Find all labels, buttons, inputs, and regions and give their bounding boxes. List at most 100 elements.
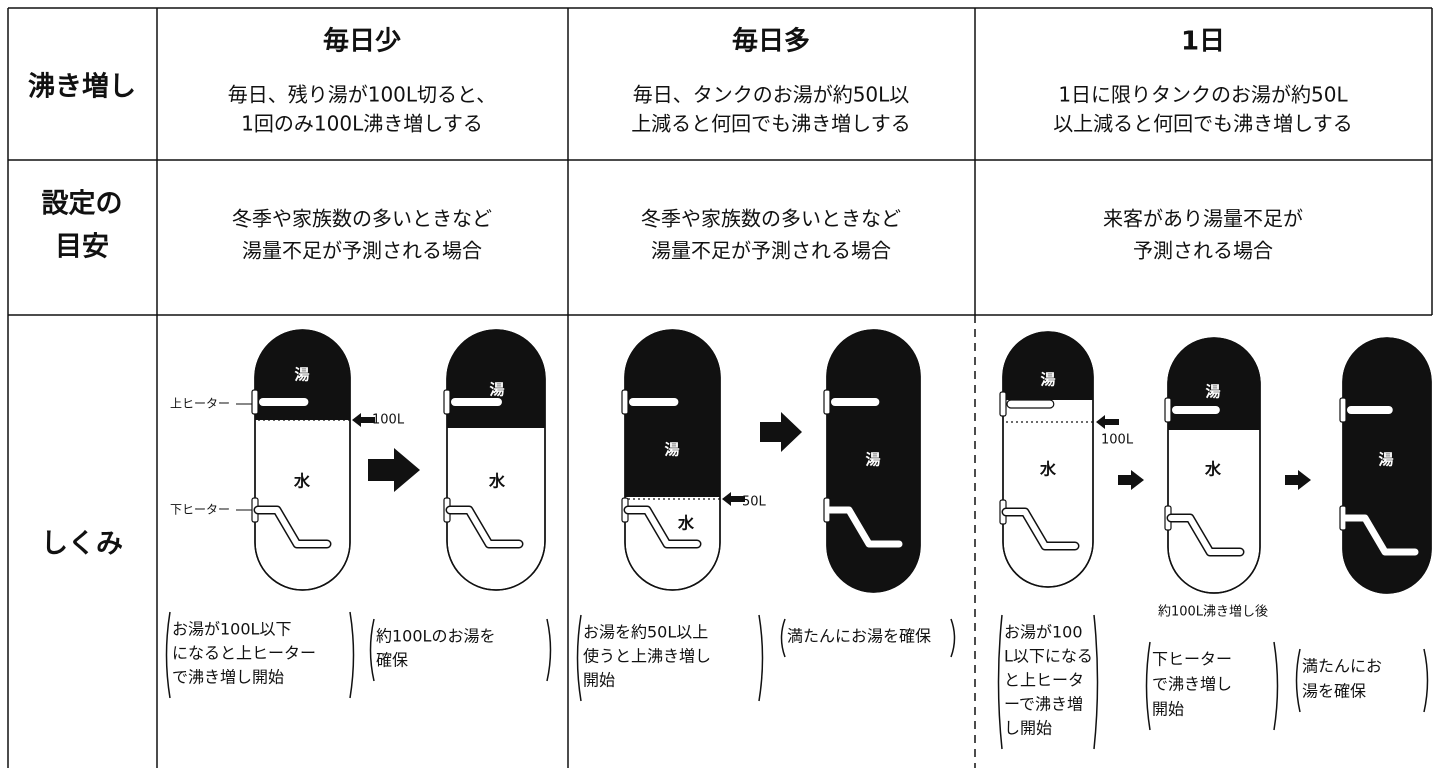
water-label: 水 — [677, 514, 695, 533]
bracket — [950, 618, 956, 658]
water-label: 水 — [1039, 460, 1057, 479]
heater-mount — [1339, 397, 1347, 423]
level-label: 100L — [372, 413, 405, 428]
bracket — [758, 614, 764, 702]
lower-heater — [1342, 514, 1419, 556]
bracket — [576, 614, 582, 702]
water-label: 水 — [488, 472, 506, 491]
hot-water-area — [827, 330, 920, 592]
heater-label: 上ヒーター — [170, 397, 230, 411]
level-arrow — [722, 492, 745, 506]
upper-heater — [1347, 406, 1393, 414]
level-label: 100L — [1101, 433, 1134, 448]
caption: 開始 — [1152, 700, 1184, 719]
upper-heater — [831, 398, 880, 406]
lower-heater — [255, 507, 330, 547]
table-grid — [7, 7, 1433, 768]
lower-heater — [625, 507, 700, 547]
guide: 冬季や家族数の多いときなど — [232, 207, 492, 231]
caption: L以下になる — [1004, 647, 1093, 666]
heater-label: 下ヒーター — [170, 503, 230, 517]
level-arrow — [1096, 415, 1119, 429]
lower-heater — [826, 506, 903, 548]
bracket — [1295, 648, 1301, 713]
upper-heater — [259, 398, 309, 406]
caption: お湯が100L以下 — [172, 620, 291, 639]
guide: 湯量不足が予測される場合 — [242, 239, 482, 263]
bracket — [1145, 641, 1151, 731]
bracket — [369, 618, 375, 682]
caption: し開始 — [1004, 719, 1052, 738]
caption: で沸き増し開始 — [172, 668, 284, 687]
hot-water-area — [447, 330, 545, 428]
transition-arrow — [1285, 470, 1311, 490]
caption: と上ヒータ — [1004, 671, 1084, 690]
caption: 約100Lのお湯を — [376, 627, 495, 646]
tank-outline — [446, 329, 546, 591]
hot-label: 湯 — [865, 451, 880, 469]
hot-label: 湯 — [1205, 383, 1220, 401]
tank-outline — [624, 329, 721, 591]
caption: になると上ヒーター — [172, 644, 316, 663]
transition-arrow — [760, 412, 802, 452]
bracket — [349, 611, 355, 699]
description: 1回のみ100L沸き増しする — [241, 112, 483, 136]
lower-heater — [447, 507, 522, 547]
description: 1日に限りタンクのお湯が約50L — [1058, 83, 1348, 107]
hot-water-area — [1168, 338, 1260, 430]
caption: 確保 — [376, 651, 408, 670]
level-label: 50L — [742, 495, 767, 510]
caption: 下ヒーター — [1152, 650, 1232, 669]
row-header: 設定の — [42, 189, 123, 220]
hot-water-area — [1003, 332, 1093, 400]
bracket — [165, 611, 171, 699]
upper-heater — [629, 398, 679, 406]
bracket — [1273, 641, 1279, 731]
hot-water-area — [1343, 338, 1431, 593]
guide: 冬季や家族数の多いときなど — [641, 207, 901, 231]
upper-heater — [1006, 399, 1055, 409]
tank-outline — [1002, 331, 1094, 588]
bracket — [1423, 648, 1429, 713]
description: 以上減ると何回でも沸き増しする — [1053, 112, 1353, 136]
bracket — [997, 614, 1003, 750]
caption: で沸き増し — [1152, 675, 1232, 694]
after-note: 約100L沸き増し後 — [1158, 605, 1268, 620]
bracket — [1093, 614, 1099, 750]
heater-mount — [251, 389, 259, 415]
description: 毎日、タンクのお湯が約50L以 — [633, 83, 910, 107]
upper-heater — [451, 398, 502, 406]
heater-mount — [443, 389, 451, 415]
lower-heater — [1168, 515, 1243, 555]
caption: ーで沸き増 — [1004, 695, 1083, 714]
column-title: 毎日少 — [323, 27, 401, 57]
guide: 湯量不足が予測される場合 — [651, 239, 891, 263]
caption: 開始 — [583, 671, 615, 690]
caption: お湯が100 — [1004, 623, 1083, 642]
tank-outline — [254, 329, 351, 591]
hot-water-area — [625, 330, 720, 497]
heater-mount — [621, 389, 629, 415]
hot-label: 湯 — [1378, 451, 1393, 469]
bracket — [780, 618, 786, 658]
guide: 来客があり湯量不足が — [1103, 207, 1303, 231]
caption: お湯を約50L以上 — [583, 623, 708, 642]
description: 上減ると何回でも沸き増しする — [631, 112, 911, 136]
hot-label: 湯 — [294, 366, 309, 384]
description: 毎日、残り湯が100L切ると、 — [228, 83, 497, 107]
tank-outline — [826, 329, 921, 593]
row-header: 沸き増し — [28, 71, 136, 103]
hot-label: 湯 — [1040, 371, 1055, 389]
water-label: 水 — [293, 472, 311, 491]
tank-outline — [1342, 337, 1432, 594]
column-title: 1日 — [1181, 27, 1225, 57]
caption: 湯を確保 — [1302, 682, 1366, 701]
row-header: 目安 — [55, 232, 109, 263]
heater-mount — [1164, 397, 1172, 423]
bracket — [546, 618, 552, 682]
guide: 予測される場合 — [1133, 239, 1273, 263]
lower-heater — [1003, 509, 1078, 549]
hot-label: 湯 — [489, 381, 504, 399]
caption: 使うと上沸き増し — [583, 647, 711, 666]
